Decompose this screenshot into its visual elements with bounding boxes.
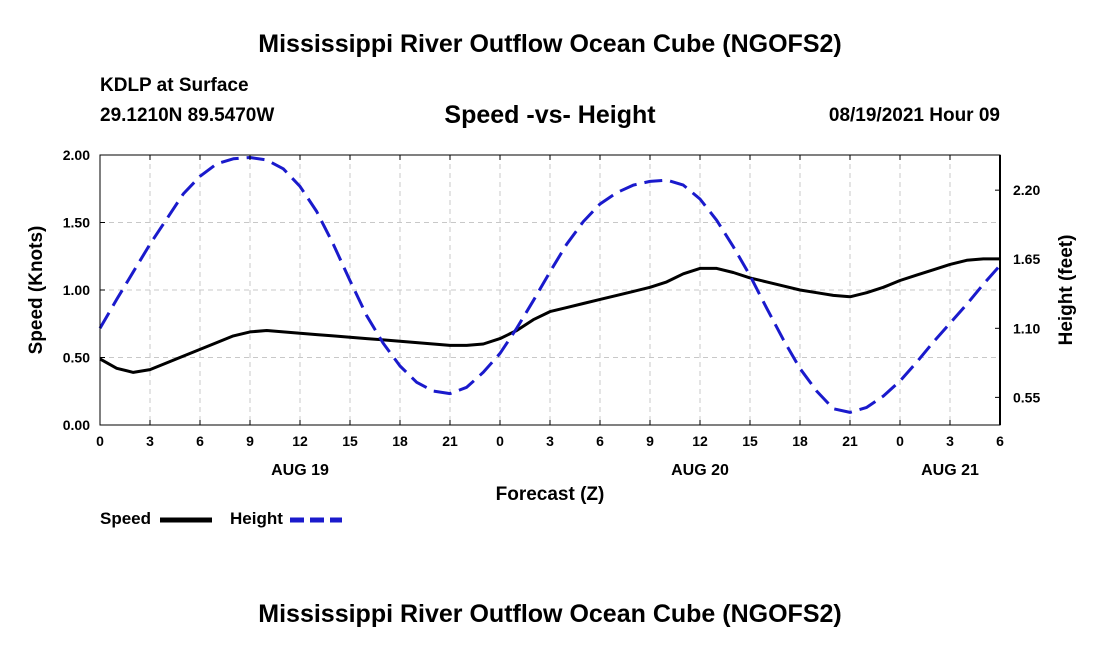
x-axis-label: Forecast (Z) — [496, 484, 605, 505]
footer-title: Mississippi River Outflow Ocean Cube (NG… — [258, 600, 842, 628]
x-tick-label: 6 — [596, 433, 604, 449]
forecast-datetime: 08/19/2021 Hour 09 — [828, 105, 1000, 126]
grid — [99, 154, 1001, 426]
x-tick-label: 21 — [442, 433, 458, 449]
series-line-speed — [99, 257, 1000, 374]
y-axis-right-label: Height (feet) — [1056, 235, 1077, 346]
x-tick-label: 18 — [792, 433, 808, 449]
axes: 0 3 6 9 12 15 18 21 0 3 6 9 12 15 18 21 0 3 6 AUG 19 AUG 20 A… — [63, 147, 1041, 479]
y-left-tick-label: 0.00 — [63, 417, 90, 433]
x-tick-label: 0 — [896, 433, 904, 449]
x-tick-label: 3 — [546, 433, 554, 449]
y-left-tick-label: 2.00 — [63, 147, 90, 163]
x-date-label: AUG 21 — [921, 462, 979, 479]
x-tick-label: 12 — [692, 433, 708, 449]
y-left-tick-label: 1.50 — [63, 215, 90, 231]
x-date-label: AUG 19 — [271, 462, 329, 479]
x-tick-label: 21 — [842, 433, 858, 449]
y-left-tick-label: 1.00 — [63, 282, 90, 298]
x-tick-label: 9 — [246, 433, 254, 449]
x-tick-label: 15 — [742, 433, 758, 449]
y-left-tick-label: 0.50 — [63, 350, 90, 366]
y-right-tick-label: 1.65 — [1013, 251, 1040, 267]
x-tick-label: 9 — [646, 433, 654, 449]
x-tick-label: 15 — [342, 433, 358, 449]
x-tick-label: 18 — [392, 433, 408, 449]
station-coordinates: 29.1210N 89.5470W — [100, 105, 275, 126]
y-right-tick-label: 2.20 — [1013, 182, 1040, 198]
x-tick-label: 3 — [146, 433, 154, 449]
x-tick-label: 3 — [946, 433, 954, 449]
x-date-label: AUG 20 — [671, 462, 729, 479]
y-right-tick-label: 1.10 — [1013, 320, 1040, 336]
x-tick-label: 0 — [96, 433, 104, 449]
y-right-tick-label: 0.55 — [1013, 389, 1040, 405]
x-tick-label: 6 — [196, 433, 204, 449]
x-tick-label: 0 — [496, 433, 504, 449]
y-axis-left-label: Speed (Knots) — [26, 226, 47, 355]
legend-height-label: Height — [230, 509, 283, 528]
chart-title: Mississippi River Outflow Ocean Cube (NG… — [258, 30, 842, 58]
legend-speed-label: Speed — [100, 509, 152, 528]
chart-subtitle: Speed -vs- Height — [444, 101, 656, 129]
station-name: KDLP at Surface — [100, 75, 249, 96]
x-tick-label: 6 — [996, 433, 1004, 449]
x-tick-label: 12 — [292, 433, 308, 449]
